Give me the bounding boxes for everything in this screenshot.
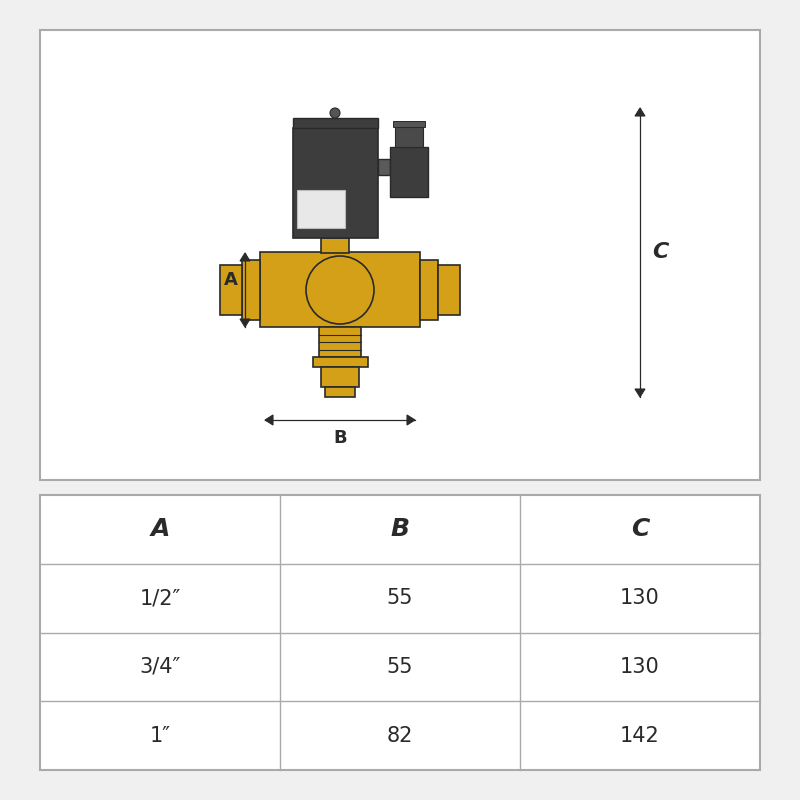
Bar (378, 158, 390, 174)
Text: 55: 55 (386, 657, 414, 677)
Text: A: A (150, 518, 170, 542)
Bar (313, 357, 368, 367)
Text: 130: 130 (620, 657, 660, 677)
Circle shape (330, 108, 340, 118)
Bar (220, 265, 242, 315)
Bar (242, 260, 260, 320)
Bar (325, 387, 355, 397)
Bar (395, 126, 423, 146)
Polygon shape (265, 415, 273, 425)
Text: C: C (652, 242, 668, 262)
Text: 55: 55 (386, 588, 414, 608)
Bar (260, 252, 420, 327)
Circle shape (306, 256, 374, 324)
Polygon shape (407, 415, 415, 425)
Text: 1″: 1″ (150, 726, 170, 746)
Text: B: B (333, 429, 347, 447)
Text: 142: 142 (620, 726, 660, 746)
Text: 1/2″: 1/2″ (139, 588, 181, 608)
Bar (321, 238, 349, 253)
Bar (393, 121, 425, 126)
Bar (390, 146, 428, 197)
Polygon shape (635, 108, 645, 116)
Text: B: B (390, 518, 410, 542)
Polygon shape (240, 253, 250, 261)
Bar (321, 367, 359, 387)
Text: 130: 130 (620, 588, 660, 608)
Bar (293, 118, 378, 128)
Bar (40, 30, 760, 480)
Polygon shape (635, 389, 645, 397)
Bar (40, 495, 760, 770)
Bar (420, 260, 438, 320)
Text: A: A (224, 271, 238, 289)
Polygon shape (240, 319, 250, 327)
Bar (438, 265, 460, 315)
Bar (319, 327, 361, 357)
Bar (293, 128, 378, 238)
Text: 3/4″: 3/4″ (139, 657, 181, 677)
Bar (297, 190, 345, 228)
Text: 82: 82 (387, 726, 413, 746)
Text: C: C (631, 518, 649, 542)
